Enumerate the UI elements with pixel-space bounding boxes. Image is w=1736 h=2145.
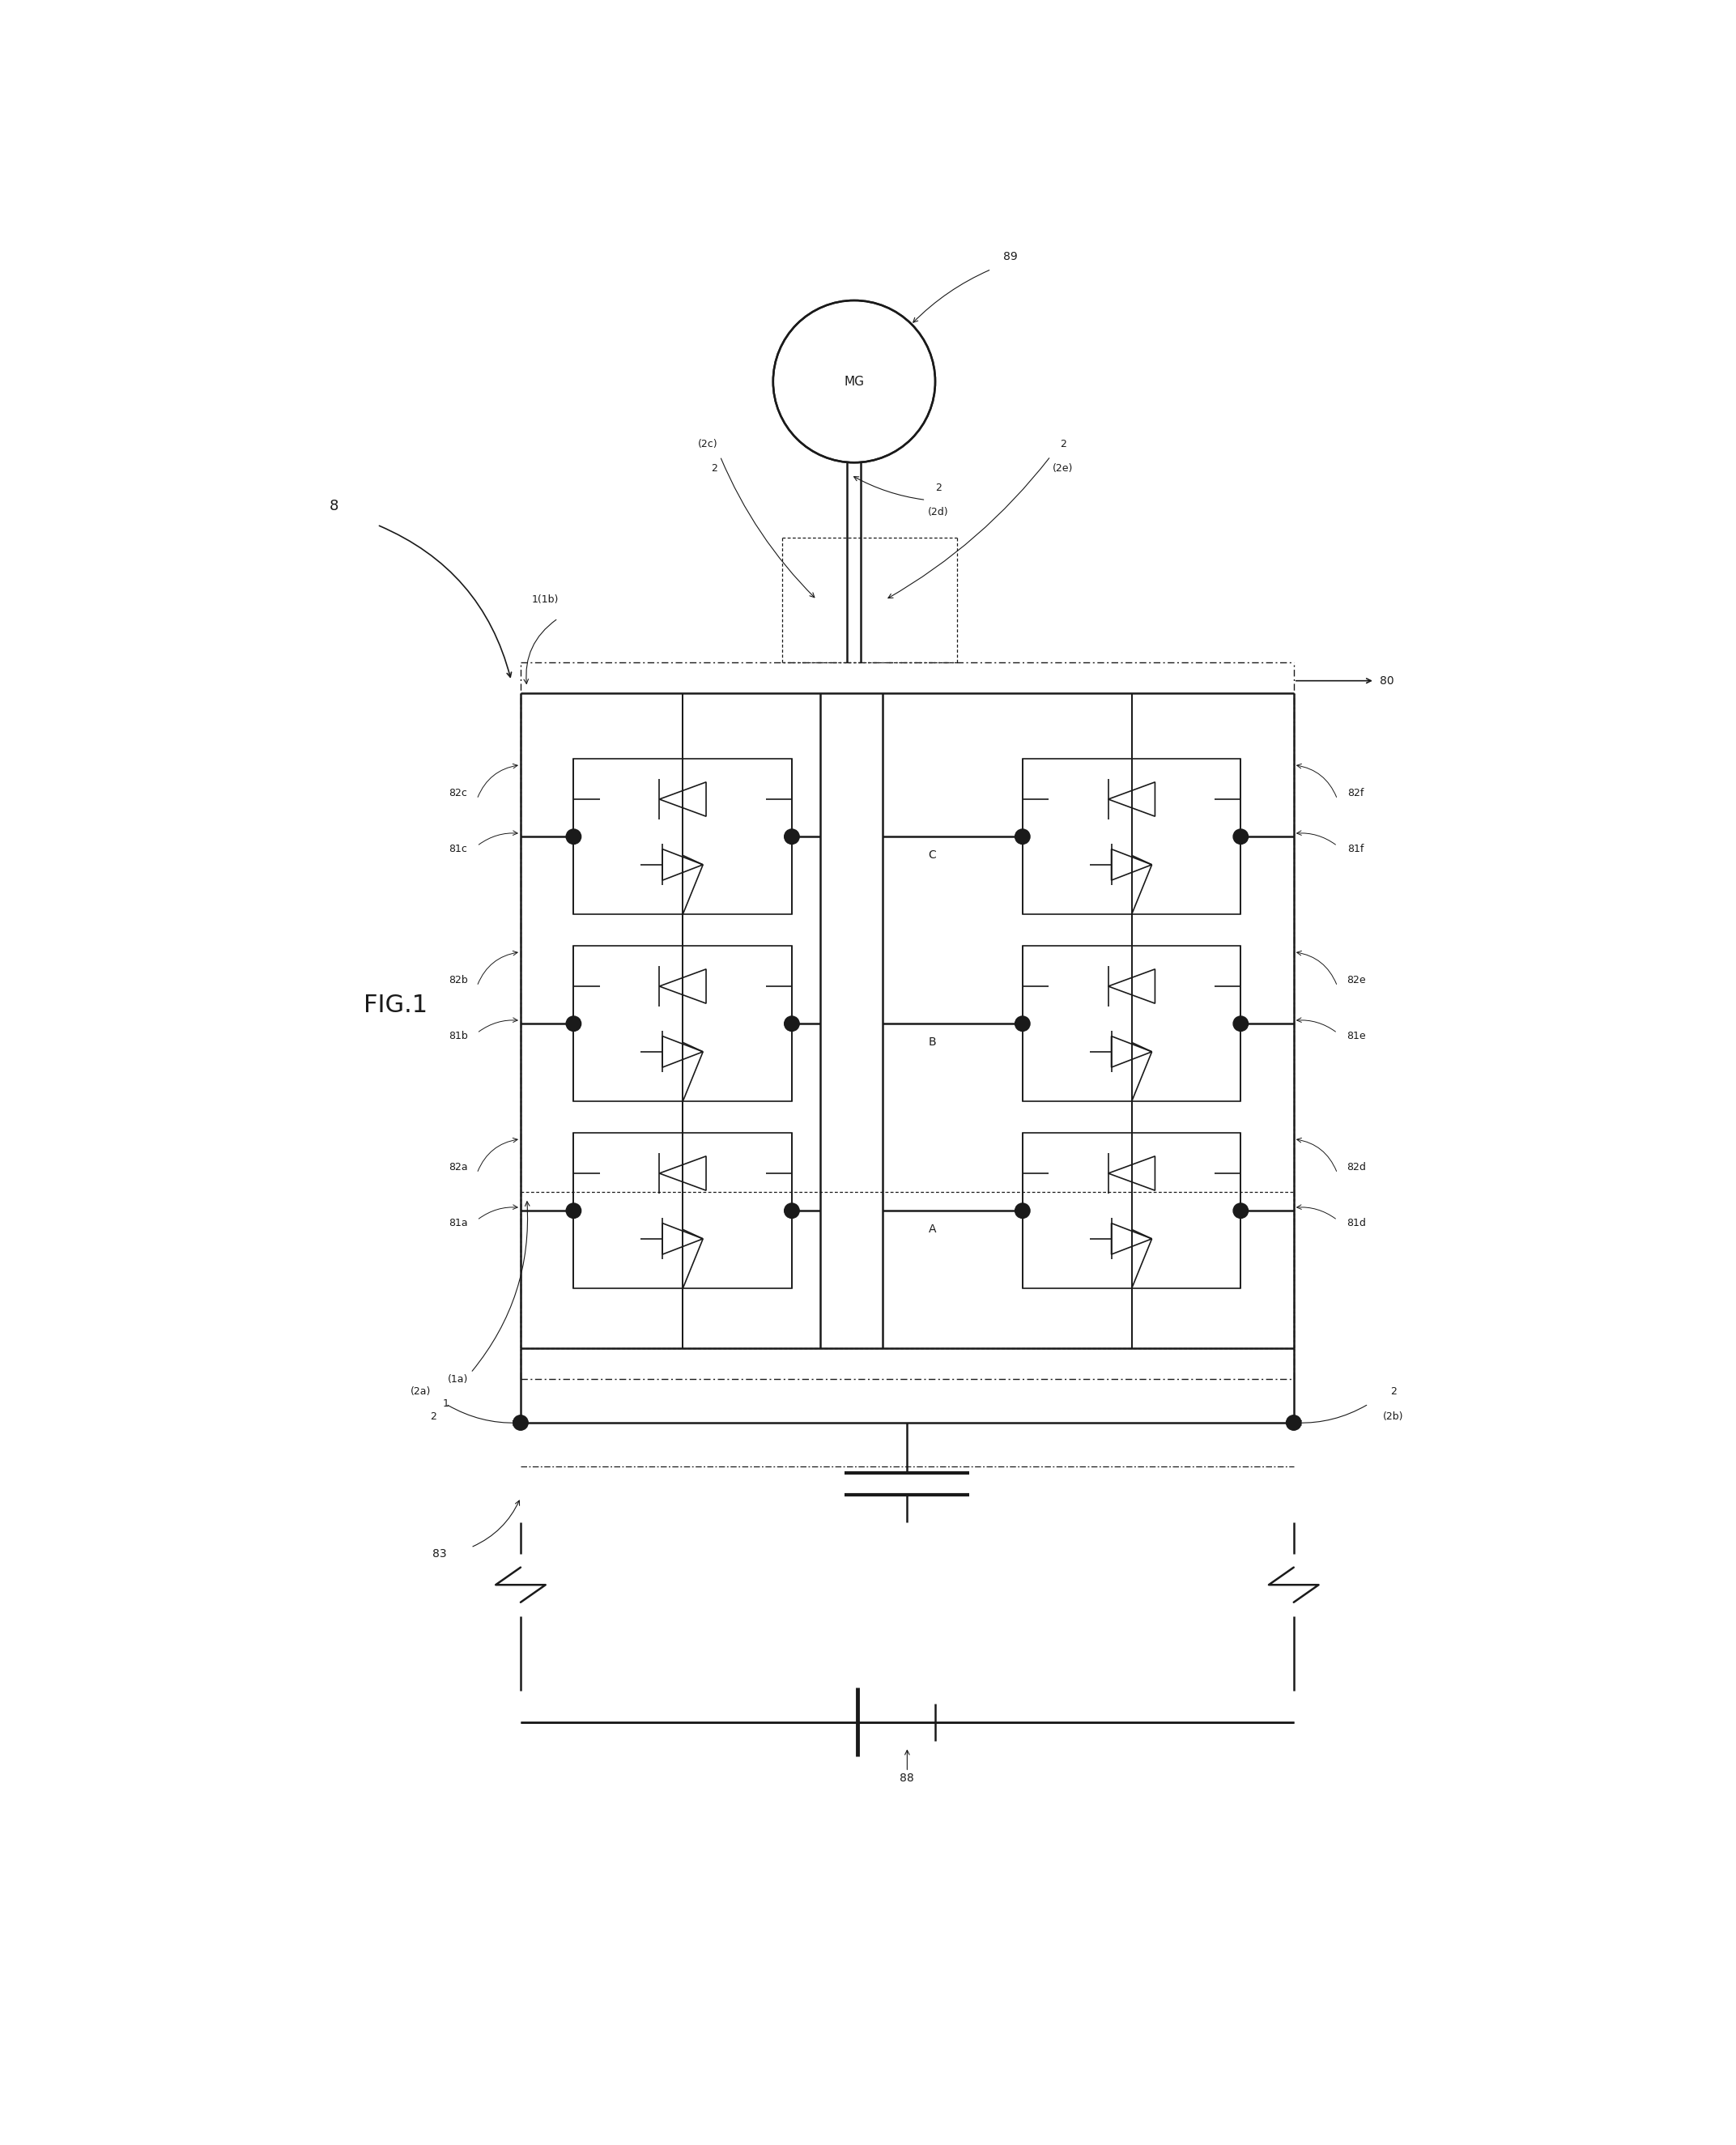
Text: 89: 89 (1003, 251, 1017, 262)
Text: MG: MG (844, 375, 865, 388)
Text: 88: 88 (899, 1772, 915, 1785)
Circle shape (785, 830, 799, 845)
Text: 2: 2 (1391, 1386, 1397, 1396)
Text: 2: 2 (431, 1411, 436, 1422)
Text: 82a: 82a (448, 1163, 467, 1173)
Text: 81c: 81c (450, 843, 467, 854)
Text: 1: 1 (443, 1399, 450, 1409)
Text: C: C (929, 849, 936, 860)
Text: FIG.1: FIG.1 (365, 993, 429, 1017)
Circle shape (1016, 1203, 1029, 1218)
Circle shape (1233, 1017, 1248, 1032)
Text: 82b: 82b (448, 974, 469, 985)
Circle shape (514, 1416, 528, 1431)
Circle shape (1016, 830, 1029, 845)
Bar (1023, 759, 1241, 914)
Circle shape (566, 830, 582, 845)
Circle shape (1233, 830, 1248, 845)
Circle shape (1286, 1416, 1302, 1431)
Text: 82f: 82f (1347, 787, 1364, 798)
Bar (573, 946, 792, 1103)
Text: (2b): (2b) (1384, 1411, 1404, 1422)
Text: 82d: 82d (1347, 1163, 1366, 1173)
Text: 81f: 81f (1347, 843, 1364, 854)
Text: B: B (929, 1036, 936, 1049)
Text: 1(1b): 1(1b) (531, 594, 559, 605)
Circle shape (566, 1017, 582, 1032)
Circle shape (785, 1203, 799, 1218)
Bar (573, 759, 792, 914)
Text: 81d: 81d (1347, 1218, 1366, 1229)
Text: (2a): (2a) (411, 1386, 431, 1396)
Text: A: A (929, 1225, 936, 1236)
Text: 2: 2 (710, 463, 717, 474)
Text: 8: 8 (328, 500, 339, 513)
Text: 2: 2 (1061, 438, 1066, 448)
Bar (1023, 946, 1241, 1103)
Text: 81b: 81b (448, 1032, 469, 1042)
Circle shape (1016, 1017, 1029, 1032)
Circle shape (566, 1203, 582, 1218)
Circle shape (1233, 1203, 1248, 1218)
Text: (2c): (2c) (698, 438, 717, 448)
Bar (573, 1133, 792, 1289)
Circle shape (785, 1017, 799, 1032)
Bar (1023, 1133, 1241, 1289)
Text: (2d): (2d) (929, 506, 948, 517)
Text: 81e: 81e (1347, 1032, 1366, 1042)
Text: 82c: 82c (450, 787, 467, 798)
Text: 80: 80 (1380, 676, 1394, 686)
Text: 82e: 82e (1347, 974, 1366, 985)
Text: (1a): (1a) (448, 1373, 469, 1384)
Text: 2: 2 (936, 483, 941, 493)
Text: (2e): (2e) (1052, 463, 1073, 474)
Text: 81a: 81a (448, 1218, 467, 1229)
Text: 83: 83 (432, 1549, 446, 1559)
Circle shape (773, 300, 936, 463)
